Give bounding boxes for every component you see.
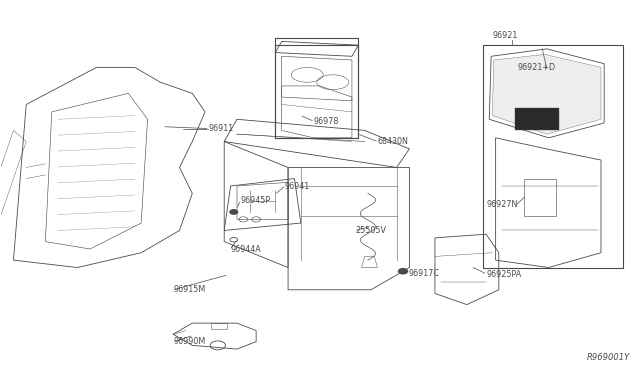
Bar bbox=[515, 108, 559, 131]
Text: 96945P: 96945P bbox=[240, 196, 270, 205]
Circle shape bbox=[230, 210, 237, 214]
Text: 96921+D: 96921+D bbox=[518, 63, 556, 72]
Text: 96978: 96978 bbox=[314, 117, 339, 126]
Bar bbox=[211, 323, 227, 329]
Text: 96921: 96921 bbox=[492, 31, 518, 41]
Text: 25505V: 25505V bbox=[355, 226, 386, 235]
Bar bbox=[275, 45, 358, 138]
Text: 96911: 96911 bbox=[208, 124, 234, 133]
Text: 96941: 96941 bbox=[285, 182, 310, 190]
Text: R969001Y: R969001Y bbox=[586, 353, 630, 362]
Text: 96915M: 96915M bbox=[173, 285, 205, 294]
Text: 68430N: 68430N bbox=[378, 137, 408, 146]
Bar bbox=[483, 45, 623, 267]
Text: 96925PA: 96925PA bbox=[486, 270, 522, 279]
Circle shape bbox=[399, 269, 408, 274]
Bar bbox=[275, 38, 358, 138]
Text: 96917C: 96917C bbox=[408, 269, 439, 278]
Polygon shape bbox=[492, 54, 601, 134]
Text: 96927N: 96927N bbox=[486, 200, 517, 209]
Text: 96944A: 96944A bbox=[230, 244, 261, 253]
Text: 96990M: 96990M bbox=[173, 337, 205, 346]
